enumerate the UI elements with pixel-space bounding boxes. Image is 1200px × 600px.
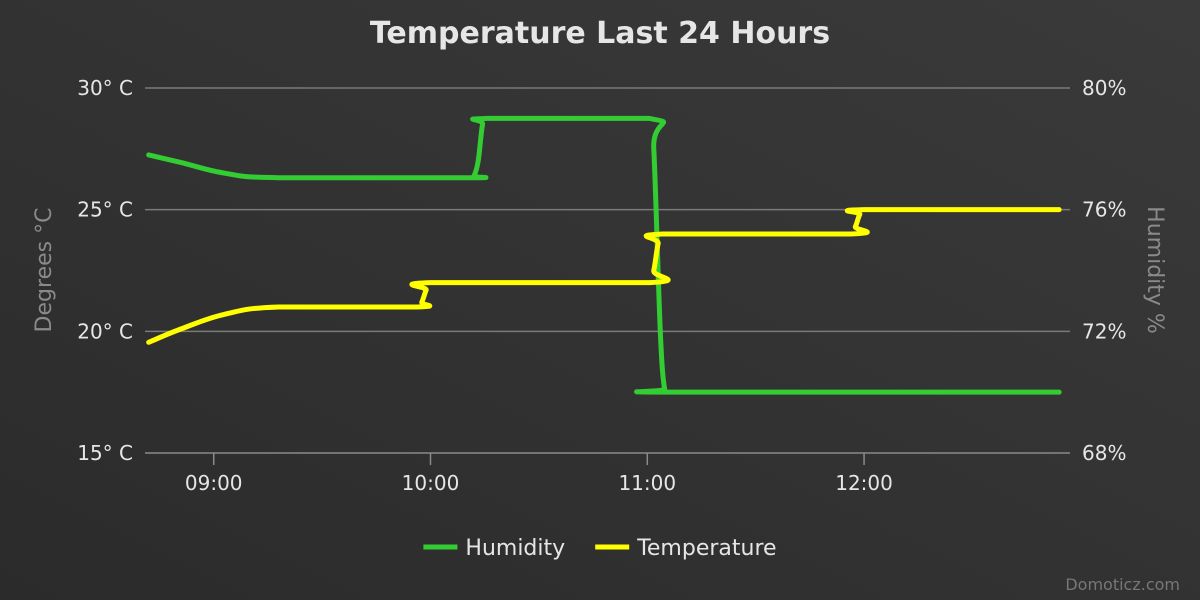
x-tick-label: 10:00 (402, 471, 460, 495)
y-left-tick-label: 25° C (77, 198, 133, 222)
y-axis-right: 80% 76% 72% 68% (1082, 76, 1126, 465)
x-axis: 09:00 10:00 11:00 12:00 (145, 452, 1070, 495)
legend-item-humidity[interactable]: Humidity (423, 536, 565, 561)
credit-label[interactable]: Domoticz.com (1065, 575, 1180, 594)
y-left-tick-label: 20° C (77, 319, 133, 343)
chart-title: Temperature Last 24 Hours (370, 16, 830, 51)
y-right-tick-label: 68% (1082, 441, 1126, 465)
y-axis-left: 30° C 25° C 20° C 15° C (77, 76, 133, 465)
y-axis-right-title: Humidity % (1142, 206, 1167, 334)
series-line-temperature (146, 207, 1062, 345)
series-lines (146, 115, 1062, 395)
x-tick-label: 11:00 (618, 471, 676, 495)
legend: Humidity Temperature (423, 536, 777, 561)
x-tick-label: 12:00 (835, 471, 893, 495)
y-axis-left-title: Degrees °C (32, 208, 57, 333)
y-right-tick-label: 76% (1082, 198, 1126, 222)
y-left-tick-label: 30° C (77, 76, 133, 100)
y-left-tick-label: 15° C (77, 441, 133, 465)
legend-label: Humidity (465, 536, 565, 561)
y-right-tick-label: 80% (1082, 76, 1126, 100)
x-tick-label: 09:00 (185, 471, 243, 495)
legend-item-temperature[interactable]: Temperature (595, 536, 777, 561)
series-line-humidity (146, 115, 1062, 395)
legend-label: Temperature (636, 536, 776, 561)
y-right-tick-label: 72% (1082, 319, 1126, 343)
